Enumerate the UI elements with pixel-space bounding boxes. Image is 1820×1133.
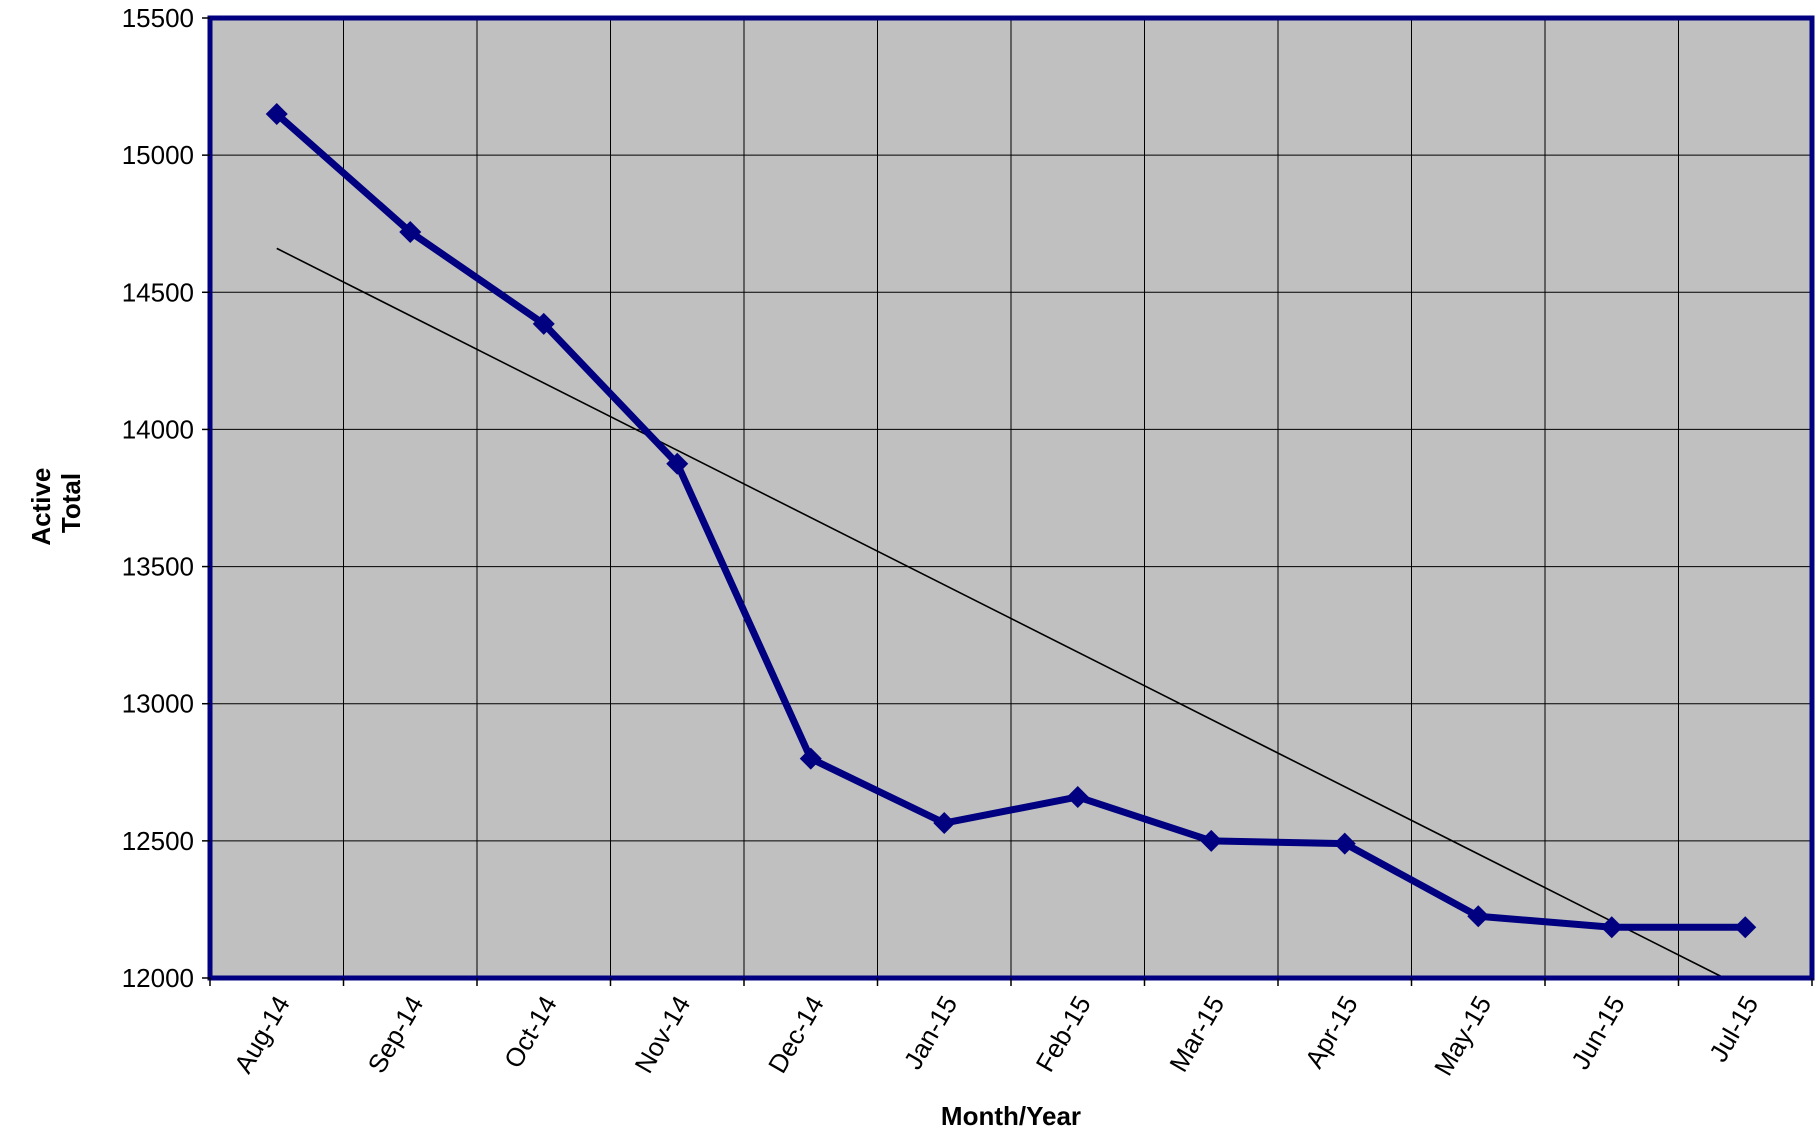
trendline [276, 247, 1725, 979]
data-point [532, 312, 555, 335]
gridlines [210, 18, 1812, 978]
data-point [799, 747, 822, 770]
x-tick-label: Nov-14 [628, 991, 696, 1079]
data-point [399, 220, 422, 243]
x-axis-ticks: Aug-14 Sep-14 Oct-14 Nov-14 Dec-14 Jan-15 Feb-… [209, 978, 1813, 1081]
data-point [1066, 785, 1089, 808]
data-point [1333, 832, 1356, 855]
y-tick-label: 15500 [122, 3, 194, 33]
x-tick-label: Jun-15 [1565, 991, 1631, 1075]
x-tick-label: Sep-14 [361, 991, 429, 1079]
y-tick-label: 13500 [122, 552, 194, 582]
x-tick-label: Feb-15 [1030, 991, 1097, 1077]
y-tick-label: 15000 [122, 140, 194, 170]
y-axis-title: Active Total [26, 460, 86, 545]
y-tick-label: 13000 [122, 689, 194, 719]
y-tick-label: 14500 [122, 277, 194, 307]
x-tick-label: Mar-15 [1163, 991, 1230, 1077]
y-axis-ticks: 12000 12500 13000 13500 14000 14500 15000 15500 [122, 3, 210, 993]
y-axis-title-line-1: Active [26, 468, 56, 546]
y-tick-label: 12000 [122, 963, 194, 993]
data-point [1734, 916, 1757, 939]
data-point [1467, 905, 1490, 928]
x-tick-label: Jan-15 [898, 991, 964, 1075]
y-tick-label: 14000 [122, 414, 194, 444]
x-tick-label: Aug-14 [228, 991, 296, 1079]
y-tick-label: 12500 [122, 826, 194, 856]
data-point [933, 812, 956, 835]
data-point [1600, 916, 1623, 939]
x-tick-label: Oct-14 [498, 991, 563, 1074]
data-point [265, 103, 288, 125]
x-tick-label: Jul-15 [1703, 991, 1764, 1067]
x-tick-label: Apr-15 [1299, 991, 1364, 1074]
data-point [1200, 829, 1223, 852]
trendline-group [276, 247, 1725, 979]
x-tick-label: Dec-14 [762, 991, 830, 1079]
data-point [666, 452, 689, 475]
y-axis-title-line-2: Total [56, 473, 86, 533]
x-axis-title: Month/Year [941, 1101, 1081, 1131]
x-tick-label: May-15 [1428, 991, 1497, 1081]
series-group [265, 103, 1757, 939]
series-line [274, 111, 1746, 931]
